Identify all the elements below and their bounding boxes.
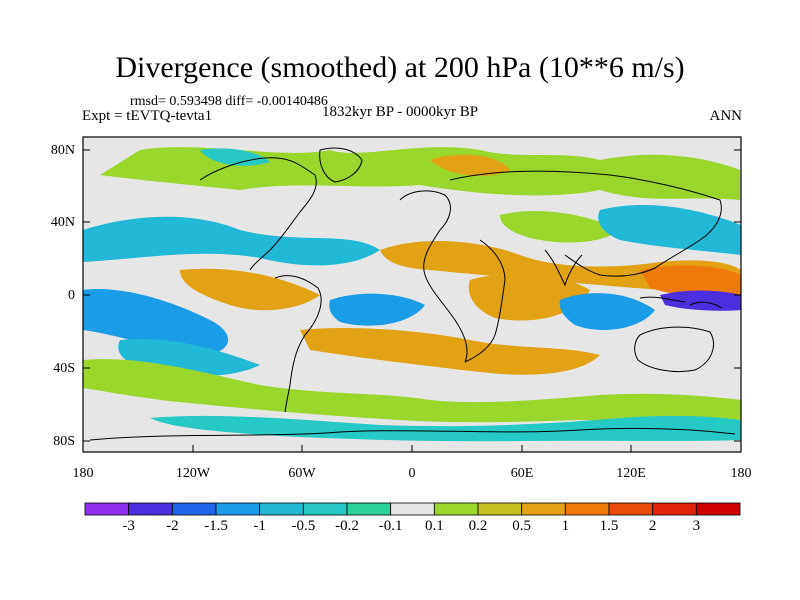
field-sh-green	[83, 359, 741, 423]
field-indian-blue	[559, 293, 655, 330]
coast-europe-africa	[399, 190, 468, 363]
coast-greenland	[319, 147, 363, 183]
colorbar-swatch	[564, 502, 610, 516]
coast-australia	[634, 326, 714, 373]
field-pacific-orange	[180, 268, 320, 311]
colorbar-swatch	[259, 502, 304, 516]
coast-east-africa	[464, 239, 506, 363]
colorbar-label: 0.5	[512, 518, 532, 534]
rmsd-stats: rmsd= 0.593498 diff= -0.00140486	[130, 94, 328, 109]
lon-label-60w: 60W	[288, 466, 316, 481]
lat-label-0: 0	[68, 288, 75, 303]
colorbar-label: 2	[648, 518, 657, 534]
field-wpac-purple	[660, 290, 741, 311]
colorbar-label: 0.1	[424, 518, 444, 534]
field-antarctic-cyan	[150, 415, 741, 442]
field-nh-green	[500, 210, 620, 243]
field-sh-orange	[300, 328, 600, 375]
colorbar-label: -1	[253, 518, 266, 534]
field-nh-cyan-band	[83, 216, 380, 266]
divergence-field	[83, 147, 741, 442]
colorbar-swatch	[433, 502, 479, 516]
colorbar-label: 1.5	[599, 518, 619, 534]
field-pacific-cyan	[83, 289, 229, 355]
colorbar-swatch	[346, 502, 392, 516]
lat-label-80s: 80S	[53, 434, 75, 449]
colorbar-label: -1.5	[204, 518, 228, 534]
season-label: ANN	[709, 108, 743, 124]
colorbar-label: -0.5	[291, 518, 316, 534]
lon-label-60e: 60E	[510, 466, 534, 481]
colorbar-label: -2	[166, 518, 179, 534]
colorbar-swatch	[695, 502, 741, 516]
colorbar-swatch	[171, 502, 217, 516]
colorbar-swatch	[477, 502, 523, 516]
colorbar-swatch	[128, 502, 173, 516]
period-label: 1832kyr BP - 0000kyr BP	[322, 104, 479, 120]
colorbar-swatch	[390, 502, 435, 516]
colorbar-swatch	[302, 502, 348, 516]
field-amazon-blue	[329, 293, 425, 326]
field-africa-orange	[468, 274, 590, 321]
colorbar-label: -3	[122, 518, 135, 534]
colorbar-swatch	[608, 502, 654, 516]
coast-asia	[449, 170, 722, 277]
colorbar-swatch	[84, 502, 130, 516]
lon-label-180w: 180	[72, 466, 94, 481]
colorbar-label: 0.2	[468, 518, 488, 534]
lat-label-40n: 40N	[50, 215, 75, 230]
field-arctic-cyan	[200, 148, 270, 166]
coastlines	[89, 147, 736, 441]
axis-ticks	[82, 149, 742, 452]
colorbar-label: 1	[561, 518, 570, 534]
lon-label-120e: 120E	[616, 466, 646, 481]
coast-north-america	[199, 157, 317, 271]
lon-label-180e: 180	[730, 466, 752, 481]
lat-label-40s: 40S	[53, 361, 75, 376]
coast-india	[544, 249, 583, 287]
field-arctic-orange	[430, 154, 510, 176]
map-panel	[82, 136, 742, 453]
lon-label-0: 0	[408, 466, 416, 481]
colorbar-swatch	[521, 502, 566, 516]
colorbar-label: 3	[692, 518, 701, 534]
lon-label-120w: 120W	[175, 466, 211, 481]
map-title: Divergence (smoothed) at 200 hPa (10**6 …	[115, 51, 685, 84]
field-east-asia-cyan	[598, 205, 741, 255]
colorbar-swatch	[215, 502, 261, 516]
colorbar-label: -0.1	[378, 518, 403, 534]
colorbar-label: -0.2	[335, 518, 359, 534]
experiment-label: Expt = tEVTQ-tevta1	[82, 108, 213, 124]
coast-south-america	[274, 275, 322, 413]
colorbar-swatch	[652, 502, 697, 516]
lat-label-80n: 80N	[50, 143, 75, 158]
field-wpac-orange	[640, 265, 741, 297]
coast-indonesia	[639, 296, 723, 309]
coast-antarctica	[89, 427, 736, 441]
colorbar	[84, 502, 741, 516]
